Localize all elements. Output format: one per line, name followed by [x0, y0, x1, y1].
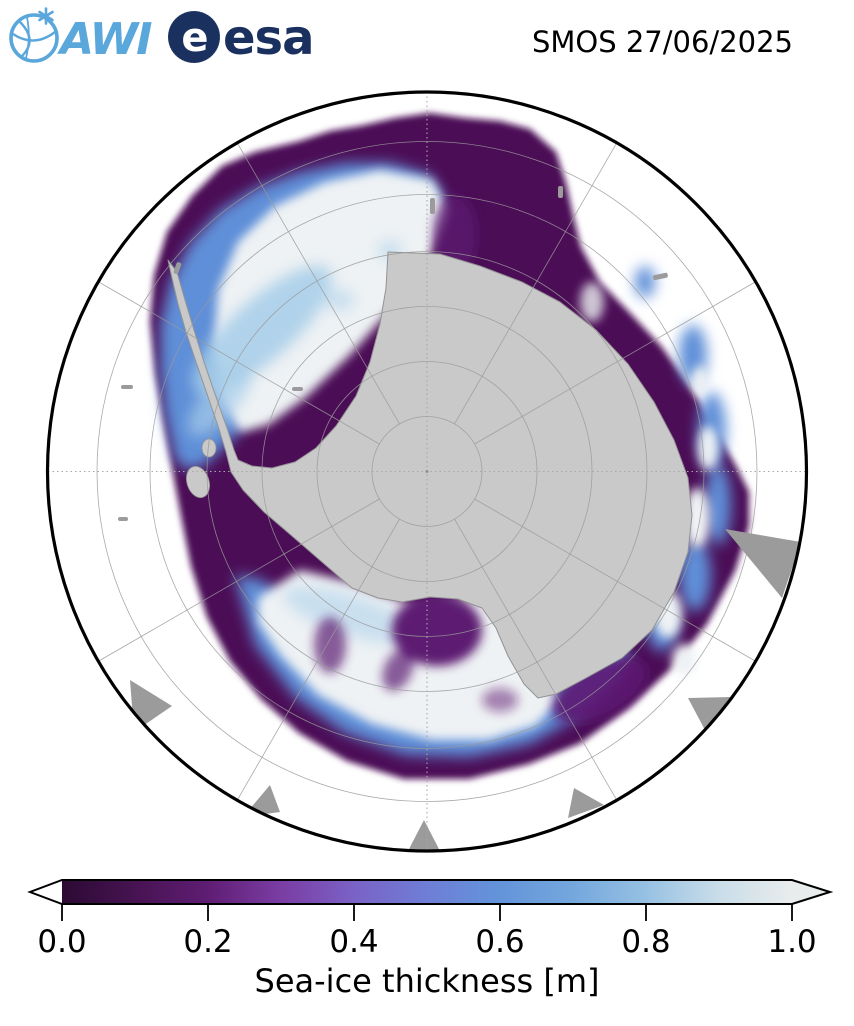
colorbar-gradient	[62, 880, 792, 904]
tick-label-0.8: 0.8	[621, 924, 670, 960]
tick-label-0.2: 0.2	[183, 924, 232, 960]
tick-label-0.0: 0.0	[37, 924, 86, 960]
island-speck	[118, 517, 128, 521]
artifact-triangle	[725, 529, 801, 598]
tick-label-0.6: 0.6	[475, 924, 524, 960]
antarctica-landmass	[167, 251, 693, 699]
awi-logo: AWI	[9, 7, 154, 65]
pole-center-dot	[425, 470, 429, 473]
logo-row: AWI e esa	[6, 6, 314, 66]
page-title: SMOS 27/06/2025	[531, 25, 793, 59]
awi-star-icon	[38, 7, 54, 25]
polar-map	[48, 93, 806, 850]
island-speck	[558, 186, 563, 198]
esa-ball-icon: e	[167, 10, 221, 64]
tick-label-0.4: 0.4	[329, 924, 378, 960]
landmask-artifacts	[118, 186, 801, 850]
island-speck	[292, 387, 303, 391]
esa-logo: e esa	[167, 10, 314, 65]
island-speck	[652, 272, 668, 281]
colorbar-axis-label: Sea-ice thickness [m]	[255, 962, 600, 1000]
colorbar: 0.0 0.2 0.4 0.6 0.8 1.0 Sea-ice thicknes…	[27, 879, 834, 1000]
colorbar-ticks	[61, 904, 793, 921]
colorbar-tick-labels: 0.0 0.2 0.4 0.6 0.8 1.0	[37, 924, 816, 960]
island-speck	[121, 385, 133, 389]
artifact-triangle	[408, 820, 440, 850]
colorbar-under-arrow	[30, 880, 62, 904]
esa-logo-text: esa	[223, 10, 314, 65]
island	[201, 438, 217, 458]
awi-globe-icon	[9, 13, 59, 63]
land-layer	[167, 251, 693, 699]
map-outline-circle	[45, 90, 809, 853]
island-speck	[173, 262, 182, 275]
colorbar-over-arrow	[792, 880, 830, 904]
artifact-triangle	[130, 680, 172, 732]
artifact-triangle	[568, 788, 604, 818]
tick-label-1.0: 1.0	[767, 924, 816, 960]
artifact-triangle	[688, 697, 731, 732]
alexander-island	[186, 466, 210, 498]
ice-streak-layer	[187, 241, 417, 644]
esa-ball-letter: e	[181, 15, 208, 61]
awi-logo-text: AWI	[57, 14, 152, 65]
island-speck	[430, 198, 435, 214]
